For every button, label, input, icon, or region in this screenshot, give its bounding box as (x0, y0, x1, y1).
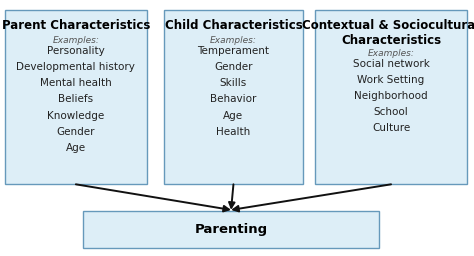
Text: Personality: Personality (47, 46, 105, 56)
Text: Child Characteristics: Child Characteristics (164, 19, 302, 32)
FancyBboxPatch shape (83, 211, 379, 248)
FancyBboxPatch shape (164, 10, 303, 184)
Text: Examples:: Examples: (210, 36, 257, 45)
Text: Examples:: Examples: (368, 49, 414, 58)
Text: Neighborhood: Neighborhood (354, 91, 428, 101)
Text: Skills: Skills (220, 78, 247, 88)
Text: Parent Characteristics: Parent Characteristics (1, 19, 150, 32)
Text: Gender: Gender (214, 62, 253, 72)
Text: Age: Age (223, 111, 244, 121)
Text: Beliefs: Beliefs (58, 94, 93, 104)
FancyBboxPatch shape (5, 10, 147, 184)
Text: Knowledge: Knowledge (47, 111, 104, 121)
Text: Health: Health (216, 127, 251, 137)
Text: Mental health: Mental health (40, 78, 112, 88)
Text: Temperament: Temperament (198, 46, 269, 56)
FancyBboxPatch shape (315, 10, 467, 184)
Text: Developmental history: Developmental history (17, 62, 135, 72)
Text: Behavior: Behavior (210, 94, 256, 104)
Text: Examples:: Examples: (53, 36, 99, 45)
Text: School: School (374, 107, 409, 117)
Text: Work Setting: Work Setting (357, 75, 425, 85)
Text: Gender: Gender (56, 127, 95, 137)
Text: Contextual & Sociocultural
Characteristics: Contextual & Sociocultural Characteristi… (302, 19, 474, 47)
Text: Social network: Social network (353, 59, 429, 69)
Text: Culture: Culture (372, 123, 410, 133)
Text: Parenting: Parenting (194, 223, 268, 236)
Text: Age: Age (66, 143, 86, 153)
